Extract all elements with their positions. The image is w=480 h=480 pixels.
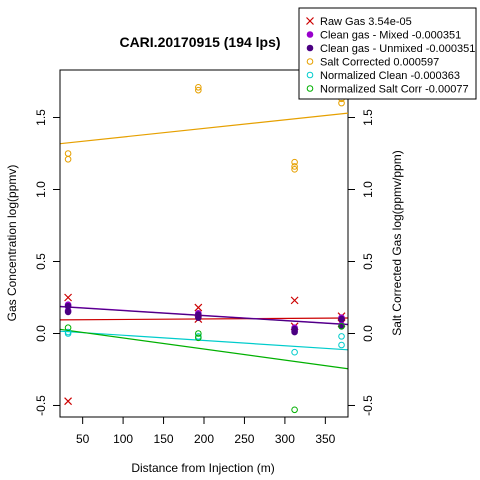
fit-line (59, 317, 349, 321)
chart-title: CARI.20170915 (194 lps) (119, 34, 280, 50)
x-tick-label: 200 (194, 432, 214, 446)
y-tick-label-left: 0.0 (34, 325, 48, 342)
circle-marker (195, 334, 202, 342)
x-marker (290, 296, 299, 305)
data-markers (64, 83, 346, 414)
circle-marker (291, 158, 298, 166)
circle-marker (338, 99, 345, 107)
x-marker-stroke (306, 17, 314, 25)
y-tick-label-right: 1.5 (361, 109, 375, 126)
circle-marker (291, 163, 298, 170)
circle-marker (306, 58, 314, 65)
circle-marker (64, 324, 72, 332)
x-axis-label: Distance from Injection (m) (131, 461, 274, 475)
legend-label: Raw Gas 3.54e-05 (320, 16, 412, 28)
circle-marker (195, 86, 202, 94)
dot-marker (291, 328, 298, 336)
fit-line (59, 328, 349, 370)
x-tick-label: 50 (76, 432, 90, 446)
circle-marker (306, 71, 314, 79)
y-axis-left-label: Gas Concentration log(ppmv) (5, 165, 19, 322)
x-marker-stroke (194, 303, 203, 312)
y-axis-right: -0.5 0.0 0.5 1.0 1.5 (347, 109, 375, 416)
legend-label: Normalized Clean -0.000363 (320, 70, 460, 82)
dot-marker (64, 302, 72, 310)
legend-box (298, 7, 477, 100)
y-axis-right-label: Salt Corrected Gas log(ppmv/ppm) (390, 150, 404, 335)
legend-label: Salt Corrected 0.000597 (320, 57, 439, 69)
circle-marker (338, 322, 345, 330)
x-marker (64, 293, 73, 302)
x-marker (194, 303, 203, 312)
y-tick-label-right: 1.0 (361, 181, 375, 198)
x-marker-stroke (64, 397, 73, 406)
y-tick-label-left: 0.5 (34, 253, 48, 270)
fit-lines (59, 112, 349, 370)
circle-marker (291, 166, 298, 173)
y-tick-label-left: -0.5 (34, 395, 48, 416)
x-marker-stroke (64, 293, 73, 302)
y-tick-label-right: 0.0 (361, 325, 375, 342)
dot-marker (64, 308, 72, 316)
fit-line (59, 112, 349, 145)
circle-marker (338, 333, 345, 340)
circle-marker (64, 155, 72, 163)
fit-line (59, 330, 349, 351)
dot-marker (338, 315, 345, 323)
legend-label: Clean gas - Unmixed -0.000351 (320, 43, 475, 55)
x-marker (306, 17, 314, 25)
x-marker-stroke (290, 296, 299, 305)
y-tick-label-left: 1.0 (34, 181, 48, 198)
y-tick-label-left: 1.5 (34, 109, 48, 126)
x-marker (64, 397, 73, 406)
dot-marker (195, 314, 202, 321)
circle-marker (195, 83, 202, 91)
circle-marker (306, 85, 314, 92)
x-tick-label: 300 (275, 432, 295, 446)
legend-label: Normalized Salt Corr -0.00077 (320, 84, 469, 96)
circle-marker (338, 341, 345, 349)
plot-frame (59, 69, 349, 418)
x-tick-label: 350 (315, 432, 335, 446)
circle-marker (64, 150, 72, 157)
dot-marker (306, 31, 314, 38)
legend: Raw Gas 3.54e-05 Clean gas - Mixed -0.000… (298, 7, 477, 100)
x-tick-label: 150 (154, 432, 174, 446)
circle-marker (291, 348, 298, 356)
dot-marker (306, 44, 314, 52)
y-axis-left: -0.5 0.0 0.5 1.0 1.5 (34, 109, 61, 416)
x-axis: 50 100 150 200 250 300 350 (76, 416, 336, 446)
circle-marker (291, 406, 298, 414)
y-tick-label-right: 0.5 (361, 253, 375, 270)
fit-line (59, 306, 349, 326)
legend-label: Clean gas - Mixed -0.000351 (320, 30, 461, 42)
x-tick-label: 100 (113, 432, 133, 446)
y-tick-label-right: -0.5 (361, 395, 375, 416)
x-tick-label: 250 (234, 432, 254, 446)
circle-marker (195, 330, 202, 337)
